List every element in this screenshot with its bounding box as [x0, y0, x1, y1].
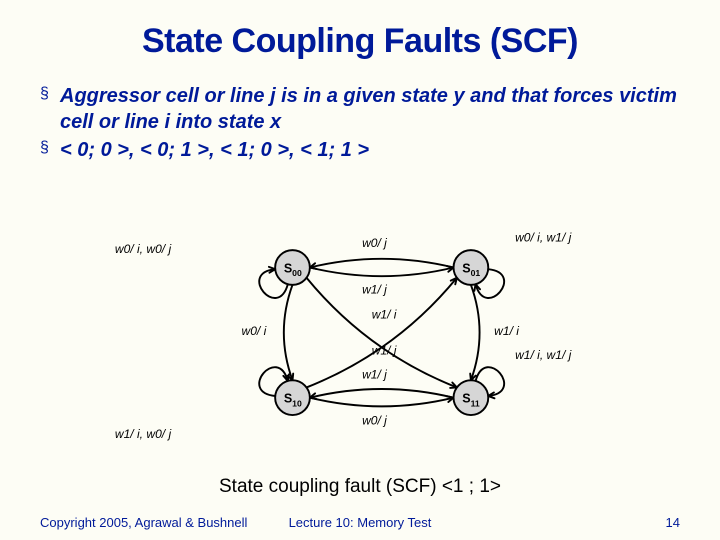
- svg-text:w0/ i, w0/ j: w0/ i, w0/ j: [115, 242, 172, 256]
- svg-text:w0/ i: w0/ i: [242, 324, 267, 338]
- bullet-list: § Aggressor cell or line j is in a given…: [40, 83, 680, 163]
- svg-text:w0/ i, w1/ j: w0/ i, w1/ j: [515, 230, 572, 244]
- svg-text:w1/ i, w0/ j: w1/ i, w0/ j: [115, 427, 172, 441]
- footer: Copyright 2005, Agrawal & Bushnell Lectu…: [0, 515, 720, 530]
- footer-page: 14: [467, 515, 680, 530]
- svg-text:w0/ j: w0/ j: [362, 414, 387, 428]
- svg-text:w1/ i: w1/ i: [372, 308, 397, 322]
- bullet-marker-icon: §: [40, 83, 60, 105]
- svg-text:w1/ j: w1/ j: [362, 283, 387, 297]
- svg-text:w1/ i: w1/ i: [494, 324, 519, 338]
- list-item: § < 0; 0 >, < 0; 1 >, < 1; 0 >, < 1; 1 >: [40, 137, 680, 163]
- svg-text:w1/ j: w1/ j: [372, 343, 397, 357]
- svg-text:w1/ i, w1/ j: w1/ i, w1/ j: [515, 348, 572, 362]
- page-title: State Coupling Faults (SCF): [0, 0, 720, 61]
- svg-text:w0/ j: w0/ j: [362, 236, 387, 250]
- state-diagram: w0/ j w1/ j w1/ j w0/ j w0/ i w1/ i w1/ i w1/ j…: [90, 195, 630, 475]
- list-item: § Aggressor cell or line j is in a given…: [40, 83, 680, 135]
- footer-copyright: Copyright 2005, Agrawal & Bushnell: [40, 515, 253, 530]
- footer-lecture: Lecture 10: Memory Test: [253, 515, 466, 530]
- bullet-text: Aggressor cell or line j is in a given s…: [60, 83, 680, 135]
- bullet-marker-icon: §: [40, 137, 60, 159]
- bullet-text: < 0; 0 >, < 0; 1 >, < 1; 0 >, < 1; 1 >: [60, 137, 680, 163]
- svg-text:w1/ j: w1/ j: [362, 367, 387, 381]
- diagram-caption: State coupling fault (SCF) <1 ; 1>: [0, 476, 720, 498]
